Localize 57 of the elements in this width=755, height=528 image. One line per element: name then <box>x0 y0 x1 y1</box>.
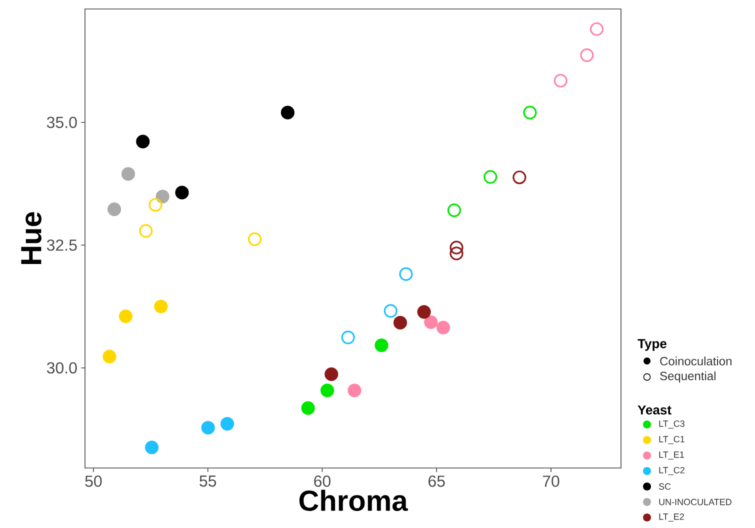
legend-label: UN-INOCULATED <box>659 498 732 506</box>
point <box>447 203 462 218</box>
legend-label: LT_E2 <box>659 513 684 522</box>
point <box>118 310 133 324</box>
point <box>348 384 362 398</box>
point <box>450 246 464 260</box>
x-tick-label: 55 <box>200 476 216 487</box>
point <box>523 106 537 120</box>
point <box>154 300 168 314</box>
point <box>175 186 189 200</box>
point <box>424 315 438 329</box>
point <box>554 74 568 88</box>
point <box>393 316 408 330</box>
x-tick-label: 70 <box>542 476 560 487</box>
point <box>384 304 398 318</box>
point <box>107 202 122 216</box>
point <box>201 420 215 435</box>
legend-label: SC <box>658 483 671 490</box>
point <box>139 224 153 238</box>
point <box>450 240 464 254</box>
point <box>248 232 262 246</box>
y-axis-title: Hue <box>21 212 42 264</box>
point <box>484 170 498 184</box>
point <box>324 367 338 382</box>
legend-label: LT_C1 <box>659 436 684 444</box>
point <box>301 401 315 415</box>
point <box>156 190 170 204</box>
x-tick-label: 65 <box>428 476 445 487</box>
point <box>145 440 159 454</box>
point <box>436 320 450 334</box>
legend-label: LT_E1 <box>659 452 684 460</box>
x-tick-label: 60 <box>314 476 330 487</box>
point <box>280 106 294 120</box>
y-tick-label: 32.5 <box>46 239 77 251</box>
point <box>121 167 136 181</box>
legend-label: LT_C2 <box>659 466 684 476</box>
point <box>136 134 150 148</box>
text: Type <box>638 339 666 351</box>
point <box>341 330 355 344</box>
legend-label: LT_C3 <box>659 420 684 429</box>
x-axis-title: Chroma <box>299 490 408 512</box>
point <box>220 417 234 431</box>
y-tick-label: 30.0 <box>46 362 77 374</box>
point <box>580 48 594 62</box>
legend-title: Yeast <box>638 405 672 415</box>
point <box>102 350 116 364</box>
point <box>148 198 162 212</box>
point <box>590 22 604 36</box>
text: Sequential <box>660 371 716 383</box>
y-tick-label: 35.0 <box>46 116 77 128</box>
point <box>374 338 388 352</box>
point <box>417 305 431 319</box>
point <box>512 170 526 184</box>
x-tick-label: 50 <box>85 476 102 487</box>
point <box>320 384 334 398</box>
point <box>399 267 413 281</box>
text: Coinoculation <box>660 356 732 366</box>
